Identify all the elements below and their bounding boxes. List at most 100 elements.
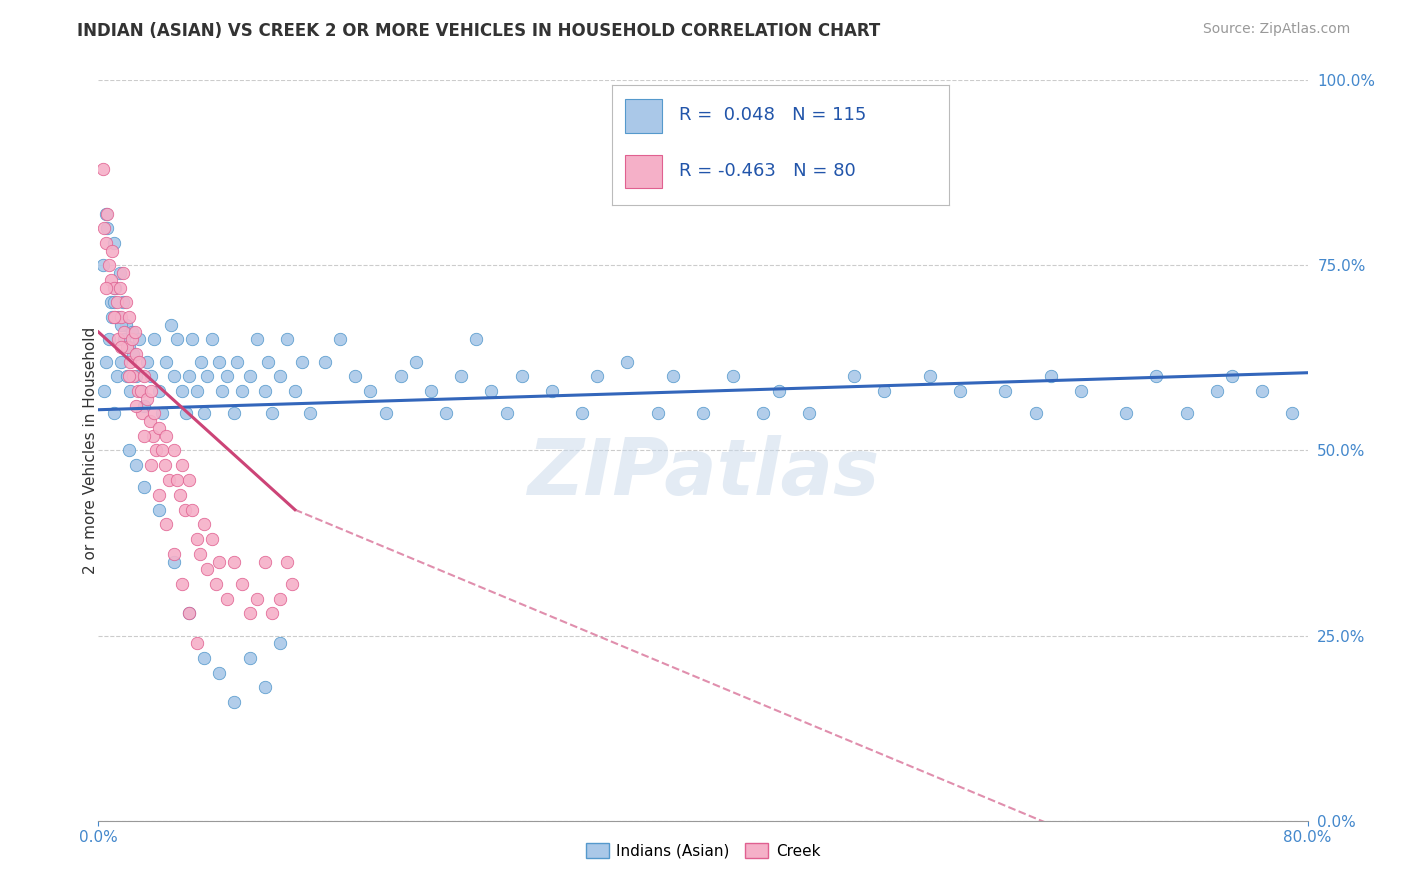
Point (125, 399, 148, 413)
Point (121, 325, 143, 339)
Point (111, 266, 134, 280)
Point (1039, 369, 1062, 384)
Point (405, 354, 427, 368)
Point (246, 591, 269, 606)
Point (139, 414, 162, 428)
Point (115, 340, 138, 354)
Point (723, 369, 745, 384)
Point (181, 333, 204, 347)
Point (118, 443, 141, 458)
Point (193, 407, 215, 421)
Point (114, 295, 136, 310)
Point (1251, 384, 1274, 399)
Point (360, 384, 382, 399)
Point (201, 533, 224, 547)
Point (374, 407, 396, 421)
Point (96, 206, 118, 220)
Point (125, 458, 148, 473)
Point (132, 481, 155, 495)
Point (153, 458, 176, 473)
Point (208, 665, 231, 680)
Point (111, 295, 134, 310)
Point (94, 206, 117, 220)
Point (110, 354, 132, 368)
Point (115, 369, 138, 384)
Point (224, 555, 246, 569)
Point (190, 354, 212, 368)
Point (124, 325, 146, 339)
Point (1281, 407, 1303, 421)
Point (120, 384, 142, 399)
Point (135, 354, 157, 368)
Point (132, 399, 155, 413)
Point (98, 333, 121, 347)
Point (132, 369, 155, 384)
Point (239, 369, 262, 384)
Point (108, 266, 131, 280)
Point (465, 333, 488, 347)
Point (108, 280, 131, 294)
Point (112, 333, 135, 347)
Point (231, 576, 253, 591)
Point (1206, 384, 1229, 399)
Point (122, 347, 145, 361)
Point (148, 488, 170, 502)
Point (103, 280, 125, 294)
Point (103, 295, 125, 310)
Point (253, 555, 276, 569)
Text: INDIAN (ASIAN) VS CREEK 2 OR MORE VEHICLES IN HOUSEHOLD CORRELATION CHART: INDIAN (ASIAN) VS CREEK 2 OR MORE VEHICL… (77, 22, 880, 40)
Point (128, 333, 150, 347)
Point (1146, 369, 1168, 384)
Point (118, 310, 141, 325)
Point (145, 443, 167, 458)
Point (155, 428, 177, 442)
Point (125, 369, 148, 384)
Point (205, 576, 228, 591)
Point (163, 555, 186, 569)
Point (193, 517, 215, 532)
Point (94, 236, 117, 251)
Point (143, 407, 166, 421)
Bar (626, 99, 662, 133)
Point (281, 576, 304, 591)
Point (163, 547, 186, 561)
Point (104, 280, 127, 294)
Point (107, 310, 129, 325)
Point (208, 555, 231, 569)
Point (918, 369, 941, 384)
Point (110, 310, 132, 325)
Point (231, 384, 253, 399)
Point (276, 555, 298, 569)
Point (434, 407, 457, 421)
Point (661, 369, 683, 384)
Point (208, 354, 231, 368)
Point (148, 421, 170, 435)
Text: Source: ZipAtlas.com: Source: ZipAtlas.com (1202, 22, 1350, 37)
Point (179, 607, 201, 621)
Point (299, 407, 322, 421)
Point (93, 221, 115, 235)
Point (1220, 369, 1243, 384)
Point (105, 369, 128, 384)
Point (420, 384, 443, 399)
Point (215, 369, 238, 384)
Point (110, 318, 132, 332)
Point (269, 369, 291, 384)
Point (166, 333, 188, 347)
Point (129, 384, 152, 399)
Point (114, 318, 136, 332)
Point (135, 392, 157, 406)
Point (170, 458, 193, 473)
Point (159, 473, 181, 487)
Point (262, 407, 284, 421)
Point (150, 407, 173, 421)
Point (104, 310, 127, 325)
Point (94, 280, 117, 294)
Point (118, 340, 141, 354)
Point (128, 354, 150, 368)
Point (163, 369, 186, 384)
Point (994, 384, 1017, 399)
Point (495, 407, 517, 421)
Point (125, 347, 148, 361)
Point (170, 384, 193, 399)
